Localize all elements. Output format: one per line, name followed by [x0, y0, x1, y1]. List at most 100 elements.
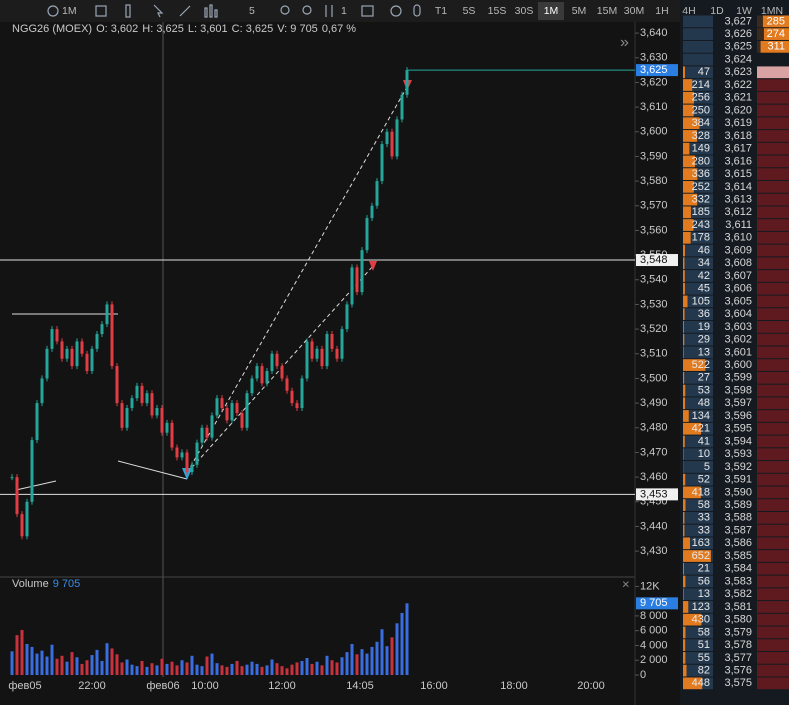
bid-bar — [683, 117, 700, 130]
price-level: 3,595 — [724, 423, 752, 435]
interval-button[interactable]: 1M — [62, 5, 77, 17]
price-level: 3,597 — [724, 397, 752, 409]
candle — [205, 427, 209, 438]
bid-size: 47 — [698, 66, 710, 78]
price-level: 3,608 — [724, 257, 752, 269]
timeframe-button[interactable]: 5M — [572, 5, 587, 17]
size-cell — [683, 511, 713, 524]
layout-count[interactable]: 5 — [249, 5, 255, 17]
timeframe-button[interactable]: 1W — [736, 5, 752, 17]
size-cell — [683, 410, 713, 422]
y-tick-label: 3,480 — [640, 422, 668, 434]
size-cell — [683, 155, 713, 168]
timeframe-button[interactable]: 1D — [710, 5, 724, 17]
bid-bar — [683, 652, 686, 664]
volume-bar — [315, 661, 319, 675]
ask-cell — [757, 461, 789, 473]
ask-cell — [757, 295, 789, 308]
volume-bar — [360, 649, 364, 675]
expand-icon[interactable]: » — [620, 34, 629, 51]
volume-last-tag — [636, 597, 678, 610]
timeframe-button[interactable]: 4H — [682, 5, 695, 17]
candle — [360, 250, 364, 293]
ask-cell — [757, 130, 789, 142]
ask-cell — [757, 282, 789, 295]
ask-cell — [757, 397, 789, 410]
bid-size: 46 — [698, 244, 710, 256]
price-level: 3,587 — [724, 524, 752, 536]
ask-cell — [757, 79, 789, 91]
candle — [40, 378, 44, 404]
price-level: 3,589 — [724, 499, 752, 511]
candle — [180, 452, 184, 458]
bid-bar — [683, 537, 690, 550]
candle — [405, 70, 409, 95]
timeframe-button[interactable]: 30M — [624, 5, 644, 17]
bid-size: 13 — [698, 346, 710, 358]
volume-bar — [405, 603, 409, 675]
volume-bar — [45, 656, 49, 675]
bid-bar — [683, 66, 686, 79]
timeframe-button[interactable]: 1MN — [761, 5, 783, 17]
timeframe-button[interactable]: 5S — [463, 5, 476, 17]
timeframe-button[interactable]: 1H — [655, 5, 668, 17]
bid-bar — [683, 524, 685, 537]
bid-bar — [683, 244, 685, 257]
candle — [150, 393, 154, 416]
candle — [195, 442, 199, 465]
timeframe-button[interactable]: 30S — [515, 5, 534, 17]
x-tick-label: 22:00 — [78, 680, 106, 692]
candle — [45, 348, 49, 379]
candle — [190, 464, 194, 473]
candle — [105, 304, 109, 325]
bid-size: 21 — [698, 563, 710, 575]
candle — [275, 353, 279, 367]
price-level: 3,613 — [724, 193, 752, 205]
ask-cell — [757, 142, 789, 155]
timeframe-button[interactable]: 15M — [597, 5, 617, 17]
size-cell — [683, 142, 713, 155]
volume-bar — [135, 666, 139, 675]
bid-size: 430 — [692, 614, 710, 626]
x-tick-label: 20:00 — [577, 680, 605, 692]
x-tick-label: 18:00 — [500, 680, 528, 692]
volume-tick-label: 4 000 — [640, 639, 668, 651]
x-tick-label: фев05 — [8, 680, 41, 692]
bid-bar — [683, 626, 686, 639]
price-level: 3,585 — [724, 550, 752, 562]
size-cell — [683, 206, 713, 219]
volume-bar — [175, 665, 179, 675]
bid-bar — [683, 664, 687, 677]
volume-bar — [200, 666, 204, 675]
price-level: 3,622 — [724, 79, 752, 91]
timeframe-button[interactable]: 1M — [544, 5, 559, 17]
y-tick-label: 3,500 — [640, 372, 668, 384]
bid-bar — [683, 397, 686, 410]
size-cell — [683, 66, 713, 79]
level-tag — [636, 488, 678, 501]
timeframe-button[interactable]: T1 — [435, 5, 447, 17]
volume-bar — [300, 660, 304, 675]
volume-bar — [395, 623, 399, 675]
size-cell — [683, 588, 713, 601]
timeframe-button[interactable]: 15S — [488, 5, 507, 17]
volume-bar — [270, 659, 274, 675]
candle — [220, 398, 224, 409]
size-cell — [683, 270, 713, 282]
candle — [310, 341, 314, 359]
y-tick-label: 3,630 — [640, 52, 668, 64]
ask-size: 285 — [767, 15, 785, 27]
volume-bar — [65, 661, 69, 675]
size-cell — [683, 371, 713, 384]
bid-size: 163 — [692, 537, 710, 549]
bid-bar — [683, 613, 702, 626]
volume-bar — [210, 653, 214, 675]
ask-cell — [757, 219, 789, 231]
compare-count[interactable]: 1 — [341, 5, 347, 17]
ask-cell — [757, 473, 789, 486]
drawings — [12, 86, 408, 491]
candle — [115, 366, 119, 404]
bid-size: 19 — [698, 321, 710, 333]
close-icon[interactable]: × — [622, 576, 630, 591]
bid-size: 48 — [698, 397, 710, 409]
